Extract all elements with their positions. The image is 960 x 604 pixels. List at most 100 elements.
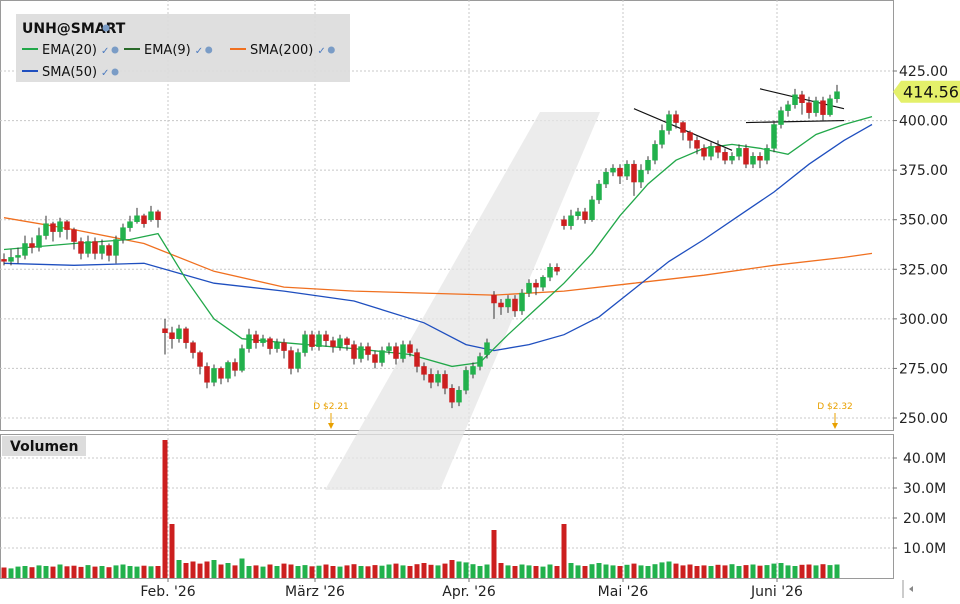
candle-body — [162, 328, 168, 333]
volume-bar — [512, 566, 518, 578]
legend-box — [16, 14, 350, 82]
volume-bar — [22, 566, 28, 578]
volume-bar — [435, 565, 441, 578]
volume-bar — [610, 565, 616, 578]
volume-bar — [519, 564, 525, 578]
volume-bar — [533, 566, 539, 578]
volume-bar — [757, 565, 763, 578]
volume-bar — [295, 566, 301, 578]
candle-body — [43, 223, 49, 236]
dividend-arrow — [832, 423, 838, 429]
last-price-tag — [893, 80, 960, 103]
x-tick-label: März '26 — [285, 584, 345, 600]
volume-bar — [652, 564, 658, 578]
dividend-label: D $2.32 — [817, 402, 853, 412]
volume-bar — [582, 566, 588, 578]
watermark-shape — [325, 112, 600, 490]
volume-bar — [15, 566, 21, 578]
candle-body — [722, 152, 728, 161]
volume-bar — [197, 563, 203, 578]
volume-bar — [785, 565, 791, 578]
candle-body — [204, 366, 210, 383]
price-tick-label: 325.00 — [899, 262, 948, 278]
volume-bar — [715, 564, 721, 578]
volume-bar — [806, 564, 812, 578]
candle-body — [512, 298, 518, 312]
candle-body — [533, 282, 539, 288]
candle-body — [288, 350, 294, 369]
volume-bar — [120, 564, 126, 578]
volume-bar — [8, 568, 14, 578]
candle-body — [715, 146, 721, 153]
candle-body — [526, 282, 532, 294]
price-tick-label: 250.00 — [899, 411, 948, 427]
candle-body — [78, 241, 84, 254]
symbol-label: UNH@SMART — [22, 21, 126, 37]
candle-body — [736, 148, 742, 157]
candle-body — [106, 245, 112, 256]
volume-bar — [799, 564, 805, 578]
candle-body — [148, 211, 154, 220]
candle-body — [50, 223, 56, 232]
candle-body — [638, 169, 644, 183]
volume-bar — [169, 524, 175, 578]
legend-toggle-icon: ✓ — [101, 68, 109, 79]
candle-body — [330, 340, 336, 347]
volume-bar — [253, 565, 259, 578]
price-tick-label: 400.00 — [899, 114, 948, 130]
volume-bar — [659, 562, 665, 578]
volume-bar — [449, 560, 455, 578]
volume-bar — [1, 567, 7, 578]
volume-bar — [792, 566, 798, 578]
sma50-line — [3, 123, 873, 352]
candle-body — [617, 167, 623, 177]
volume-bar — [134, 566, 140, 578]
volume-bar — [561, 524, 567, 578]
candle-body — [449, 388, 455, 403]
volume-bar — [400, 565, 406, 578]
volume-bar — [491, 530, 497, 578]
volume-bar — [827, 565, 833, 578]
volume-bar — [155, 566, 161, 578]
volume-bar — [43, 566, 49, 578]
volume-bar — [64, 566, 70, 578]
candle-body — [484, 342, 490, 355]
candle-body — [540, 276, 546, 288]
volume-bar — [393, 563, 399, 578]
candle-body — [799, 94, 805, 103]
candle-body — [113, 239, 119, 256]
x-tick-label: Mai '26 — [598, 584, 649, 600]
x-tick-label: Juni '26 — [750, 584, 803, 600]
volume-bar — [302, 565, 308, 578]
volume-bar — [36, 565, 42, 578]
candle-body — [92, 241, 98, 254]
candle-body — [554, 267, 560, 272]
volume-bar — [246, 566, 252, 578]
candle-body — [120, 227, 126, 240]
volume-bar — [526, 565, 532, 578]
candle-body — [29, 243, 35, 248]
candle-body — [1, 259, 7, 262]
candle-body — [190, 342, 196, 353]
volume-bar — [85, 565, 91, 578]
dividend-arrow — [328, 423, 334, 429]
price-tick-label: 375.00 — [899, 163, 948, 179]
volume-bar — [162, 440, 168, 578]
candle-body — [505, 298, 511, 308]
volume-bar — [568, 563, 574, 578]
volume-bar — [778, 563, 784, 578]
legend-settings-icon — [205, 46, 213, 54]
candle-body — [456, 389, 462, 403]
candle-body — [8, 257, 14, 262]
volume-bar — [456, 561, 462, 578]
legend-settings-icon — [111, 46, 119, 54]
volume-bar — [358, 566, 364, 578]
volume-bar — [204, 561, 210, 578]
volume-bar — [421, 563, 427, 578]
candle-body — [806, 102, 812, 113]
candle-body — [463, 370, 469, 391]
candle-body — [827, 98, 833, 115]
candle-body — [785, 104, 791, 111]
candle-body — [582, 211, 588, 220]
